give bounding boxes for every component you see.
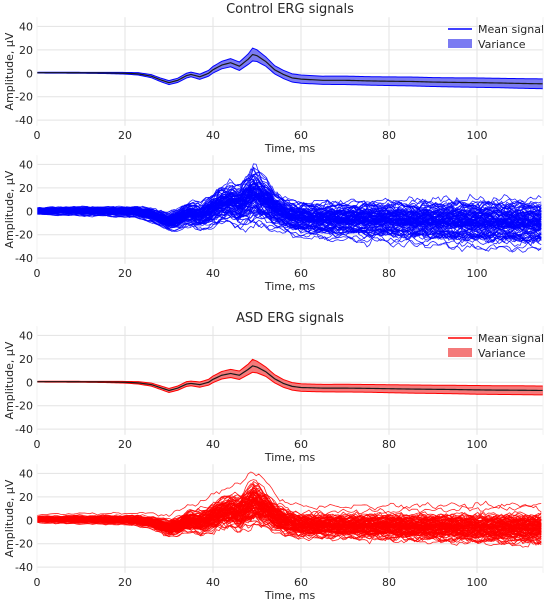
x-tick-label: 20 — [118, 576, 132, 589]
y-tick-label: -40 — [15, 252, 33, 265]
x-tick-label: 60 — [294, 438, 308, 451]
chart-panel-3: 0 20 40 60 80 100 -40 -20 0 20 40 Time, ms Amplitude… — [3, 311, 544, 464]
chart-panel-1: 0 20 40 60 80 100 -40 -20 0 20 40 Time, ms Amplitude… — [3, 2, 544, 155]
x-tick-label: 80 — [382, 129, 396, 142]
plot-area — [37, 326, 543, 435]
plot-area — [37, 17, 543, 126]
trace-line — [37, 512, 542, 546]
x-axis-label: Time, ms — [264, 589, 316, 602]
y-tick-label: 0 — [26, 376, 33, 389]
mean-signal-line — [37, 53, 543, 85]
trace-line — [37, 180, 542, 223]
y-tick-label: -20 — [15, 538, 33, 551]
x-axis-label: Time, ms — [264, 142, 316, 155]
trace-line — [37, 491, 542, 524]
trace-line — [37, 203, 542, 237]
trace-line — [37, 208, 542, 245]
y-tick-label: -40 — [15, 561, 33, 574]
y-axis-label: Amplitude, μV — [3, 32, 16, 110]
trace-line — [37, 521, 542, 548]
y-tick-label: 20 — [19, 491, 33, 504]
x-tick-label: 60 — [294, 267, 308, 280]
chart-title: Control ERG signals — [226, 2, 354, 17]
mean-signal-line — [37, 365, 543, 392]
chart-title: ASD ERG signals — [236, 311, 344, 326]
x-tick-label: 20 — [118, 438, 132, 451]
x-tick-label: 60 — [294, 576, 308, 589]
trace-line — [37, 212, 542, 242]
x-tick-label: 20 — [118, 129, 132, 142]
plot-frame — [36, 463, 544, 574]
x-tick-label: 100 — [467, 267, 488, 280]
chart-panel-4: 0 20 40 60 80 100 -40 -20 0 20 40 Time, ms Amplitude… — [3, 463, 544, 602]
plot-marks — [37, 47, 543, 90]
x-tick-label: 40 — [206, 438, 220, 451]
legend-entry-mean: Mean signal — [478, 23, 544, 36]
x-tick-label: 40 — [206, 129, 220, 142]
trace-line — [37, 495, 542, 528]
trace-line — [37, 168, 542, 214]
legend-band-swatch — [448, 39, 472, 48]
plot-frame — [36, 16, 544, 127]
legend-band-swatch — [448, 348, 472, 357]
x-tick-label: 0 — [34, 576, 41, 589]
plot-frame — [36, 154, 544, 265]
trace-line — [37, 212, 542, 244]
x-tick-label: 20 — [118, 267, 132, 280]
y-tick-label: -20 — [15, 400, 33, 413]
y-axis-label: Amplitude, μV — [3, 341, 16, 419]
trace-line — [37, 195, 542, 229]
x-tick-label: 100 — [467, 576, 488, 589]
y-tick-label: 20 — [19, 182, 33, 195]
y-axis-label: Amplitude, μV — [3, 479, 16, 557]
x-axis-label: Time, ms — [264, 451, 316, 464]
variance-band — [37, 47, 543, 90]
legend-entry-mean: Mean signal — [478, 332, 544, 345]
variance-band — [37, 358, 543, 396]
plot-marks — [37, 163, 542, 253]
y-tick-label: 0 — [26, 514, 33, 527]
x-tick-label: 80 — [382, 267, 396, 280]
y-tick-label: 40 — [19, 467, 33, 480]
x-tick-label: 0 — [34, 129, 41, 142]
plot-frame — [36, 325, 544, 436]
x-tick-label: 60 — [294, 129, 308, 142]
x-tick-label: 100 — [467, 129, 488, 142]
trace-line — [37, 521, 542, 546]
trace-line — [37, 163, 542, 213]
x-tick-label: 40 — [206, 267, 220, 280]
y-tick-label: 0 — [26, 205, 33, 218]
y-axis-label: Amplitude, μV — [3, 170, 16, 248]
y-tick-label: 40 — [19, 158, 33, 171]
x-tick-label: 40 — [206, 576, 220, 589]
legend-entry-variance: Variance — [478, 38, 526, 51]
legend: Mean signal Variance — [448, 332, 544, 360]
x-tick-label: 80 — [382, 576, 396, 589]
y-tick-label: -20 — [15, 229, 33, 242]
x-tick-label: 100 — [467, 438, 488, 451]
x-tick-label: 0 — [34, 438, 41, 451]
x-axis-label: Time, ms — [264, 280, 316, 293]
trace-line — [37, 507, 542, 542]
x-tick-label: 80 — [382, 438, 396, 451]
y-tick-label: 40 — [19, 329, 33, 342]
plot-marks — [37, 358, 543, 396]
x-tick-label: 0 — [34, 267, 41, 280]
trace-line — [37, 175, 542, 217]
y-tick-label: 40 — [19, 20, 33, 33]
trace-line — [37, 186, 542, 224]
y-tick-label: 20 — [19, 353, 33, 366]
plot-marks — [37, 471, 542, 548]
legend: Mean signal Variance — [448, 23, 544, 51]
y-tick-label: -40 — [15, 114, 33, 127]
y-tick-label: 0 — [26, 67, 33, 80]
trace-line — [37, 471, 542, 517]
legend-entry-variance: Variance — [478, 347, 526, 360]
y-tick-label: 20 — [19, 44, 33, 57]
y-tick-label: -20 — [15, 91, 33, 104]
chart-panel-2: 0 20 40 60 80 100 -40 -20 0 20 40 Time, ms Amplitude… — [3, 154, 544, 293]
y-tick-label: -40 — [15, 423, 33, 436]
